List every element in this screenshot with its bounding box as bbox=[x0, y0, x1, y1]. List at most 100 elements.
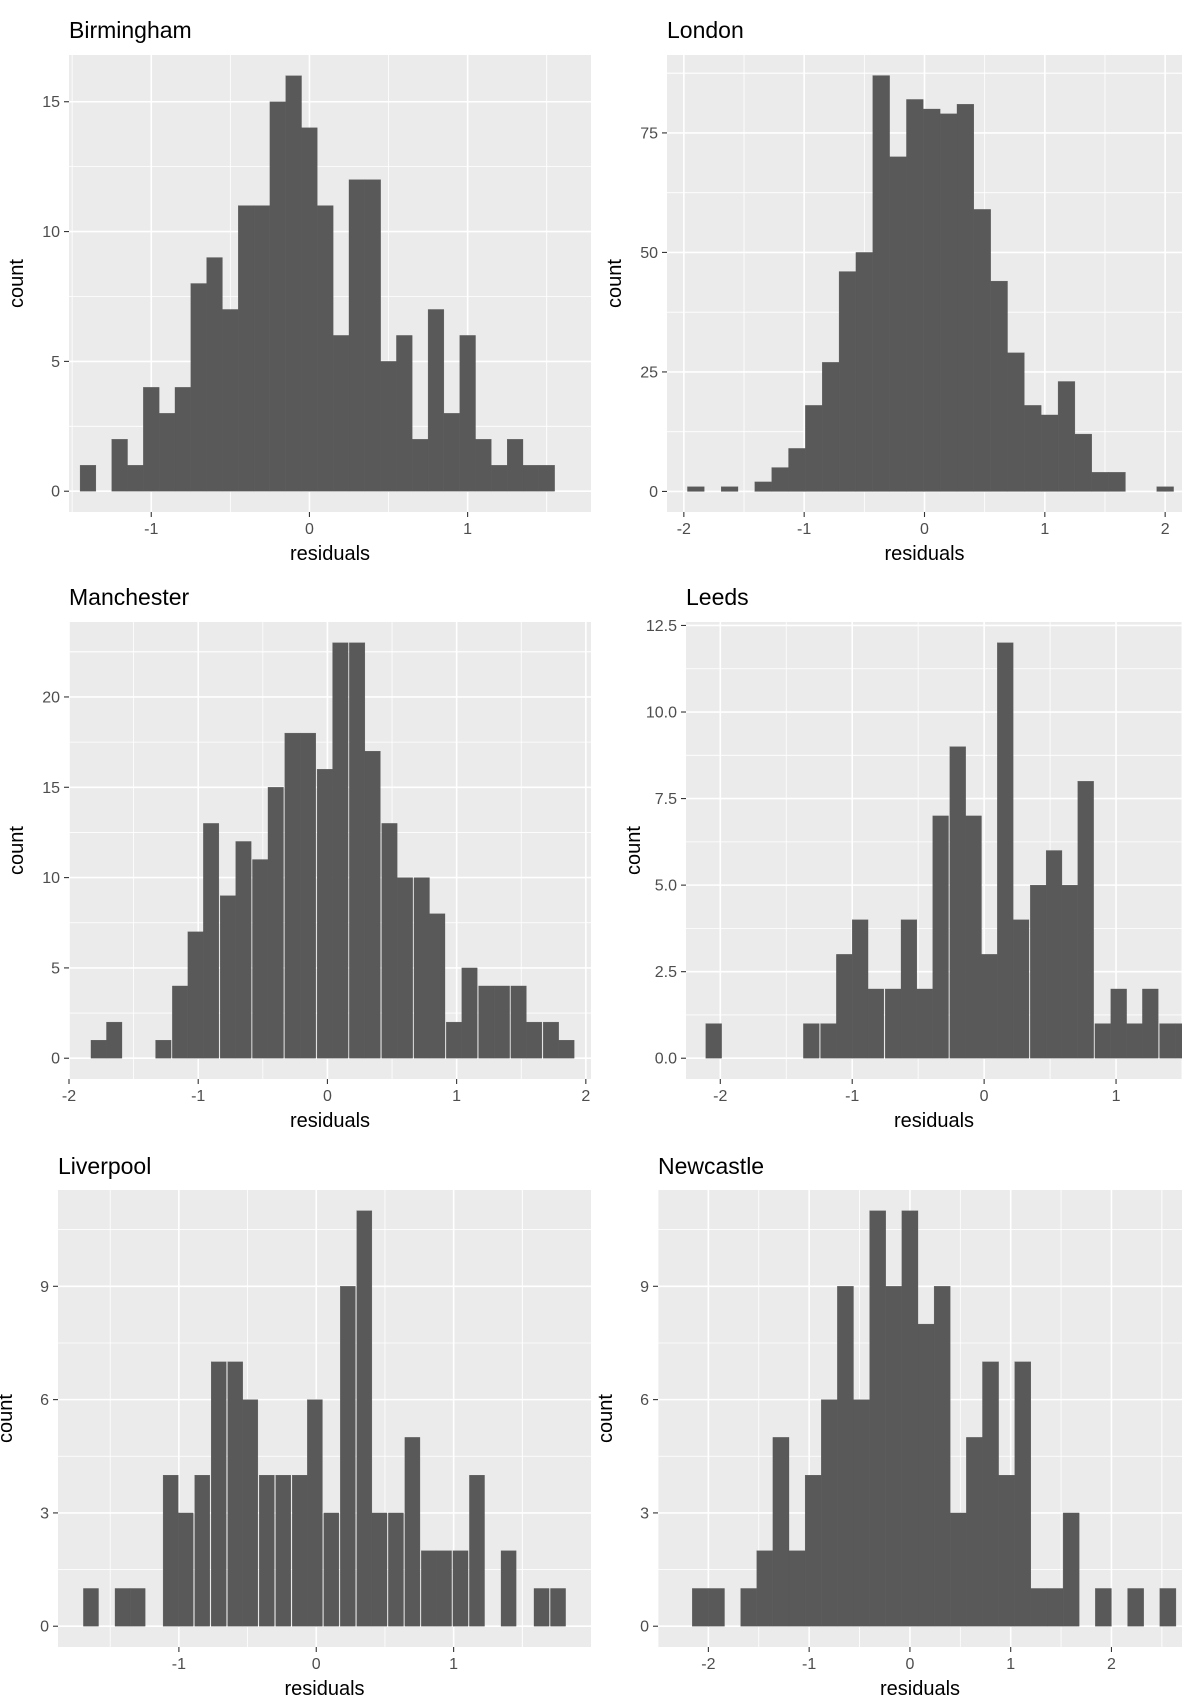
histogram-bar bbox=[159, 413, 176, 492]
histogram-bar bbox=[436, 1550, 452, 1627]
x-tick-label: -2 bbox=[62, 1088, 76, 1105]
histogram-bar bbox=[917, 1323, 935, 1627]
histogram-bar bbox=[973, 209, 991, 492]
histogram-bar bbox=[889, 156, 907, 492]
y-tick-label: 10 bbox=[42, 224, 60, 241]
histogram-bar bbox=[427, 309, 445, 492]
histogram-bar bbox=[364, 179, 381, 492]
histogram-bar bbox=[364, 751, 381, 1059]
y-tick-label: 50 bbox=[640, 245, 658, 262]
panel-title: Newcastle bbox=[658, 1153, 764, 1179]
histogram-bar bbox=[966, 1437, 983, 1627]
y-tick-label: 5 bbox=[51, 960, 60, 977]
x-tick-label: -1 bbox=[802, 1656, 816, 1673]
histogram-bar bbox=[997, 642, 1014, 1059]
histogram-bar bbox=[538, 465, 555, 492]
histogram-bar bbox=[155, 1040, 172, 1059]
histogram-bar bbox=[543, 1021, 559, 1059]
histogram-bar bbox=[190, 283, 207, 492]
histogram-bar bbox=[932, 815, 949, 1059]
histogram-bar bbox=[822, 362, 840, 492]
histogram-bar bbox=[461, 967, 478, 1059]
histogram-bar bbox=[259, 1475, 275, 1627]
x-tick-label: 1 bbox=[463, 521, 472, 538]
histogram-bar bbox=[1057, 381, 1076, 492]
panel-title: Birmingham bbox=[69, 17, 192, 43]
x-tick-label: -1 bbox=[172, 1656, 186, 1673]
x-tick-label: 1 bbox=[449, 1656, 458, 1673]
histogram-bar bbox=[1030, 884, 1047, 1059]
histogram-bar bbox=[162, 1475, 179, 1627]
histogram-bar bbox=[429, 913, 446, 1059]
y-tick-label: 20 bbox=[42, 689, 60, 706]
histogram-bar bbox=[1030, 1588, 1048, 1627]
histogram-bar bbox=[720, 486, 739, 492]
histogram-bar bbox=[388, 1512, 404, 1627]
x-tick-label: -2 bbox=[677, 521, 691, 538]
histogram-bar bbox=[235, 841, 252, 1059]
y-tick-label: 25 bbox=[640, 364, 658, 381]
histogram-bar bbox=[404, 1437, 421, 1627]
histogram-bar bbox=[111, 439, 128, 492]
x-axis-title: residuals bbox=[884, 543, 964, 565]
histogram-bar bbox=[1159, 1023, 1176, 1059]
histogram-bar bbox=[300, 732, 316, 1059]
histogram-bar bbox=[1061, 884, 1078, 1059]
y-tick-label: 0 bbox=[51, 1051, 60, 1068]
y-tick-label: 6 bbox=[40, 1392, 49, 1409]
y-axis-title: count bbox=[623, 826, 645, 875]
y-tick-label: 10 bbox=[42, 870, 60, 887]
histogram-bar bbox=[1142, 988, 1159, 1059]
histogram-bar bbox=[855, 252, 873, 492]
histogram-bar bbox=[452, 1550, 469, 1627]
histogram-bar bbox=[349, 642, 366, 1059]
histogram-bar bbox=[1127, 1588, 1144, 1627]
histogram-bar bbox=[317, 205, 334, 492]
x-tick-label: 1 bbox=[452, 1088, 461, 1105]
histogram-bar bbox=[1007, 352, 1025, 492]
histogram-bar bbox=[708, 1588, 725, 1627]
histogram-bar bbox=[950, 1512, 967, 1627]
y-tick-label: 0 bbox=[640, 1619, 649, 1636]
panel-manchester: 0 5 10 15 20 -2 -1 0 1 2 residuals count Manchester bbox=[6, 584, 591, 1132]
histogram-bar bbox=[381, 823, 398, 1059]
histogram-bar bbox=[174, 387, 191, 492]
histogram-bar bbox=[771, 467, 789, 492]
histogram-bar bbox=[804, 1475, 822, 1627]
histogram-bar bbox=[998, 1475, 1015, 1627]
histogram-bar bbox=[526, 1021, 543, 1059]
y-tick-label: 0.0 bbox=[655, 1051, 677, 1068]
histogram-bar bbox=[510, 985, 527, 1059]
y-axis-title: count bbox=[595, 1394, 617, 1443]
histogram-bar bbox=[900, 919, 918, 1059]
histogram-bar bbox=[939, 113, 958, 492]
histogram-bar bbox=[127, 465, 144, 492]
histogram-bar bbox=[222, 309, 239, 492]
histogram-bar bbox=[412, 439, 429, 492]
histogram-bar bbox=[821, 1399, 838, 1627]
histogram-bar bbox=[227, 1361, 243, 1627]
histogram-bar bbox=[90, 1040, 107, 1059]
y-tick-label: 3 bbox=[40, 1505, 49, 1522]
histogram-bar bbox=[872, 75, 890, 492]
histogram-bar bbox=[206, 257, 223, 492]
histogram-bar bbox=[956, 104, 974, 492]
histogram-bar bbox=[1074, 433, 1092, 492]
histogram-bar bbox=[687, 486, 705, 492]
panel-title: Leeds bbox=[686, 584, 749, 610]
y-tick-label: 2.5 bbox=[655, 964, 677, 981]
x-axis-title: residuals bbox=[880, 1678, 960, 1700]
histogram-bar bbox=[275, 1475, 291, 1627]
histogram-bar bbox=[933, 1286, 951, 1627]
x-tick-label: -1 bbox=[797, 521, 811, 538]
histogram-bar bbox=[203, 823, 220, 1059]
histogram-bar bbox=[838, 271, 857, 492]
x-tick-label: 0 bbox=[980, 1088, 989, 1105]
y-axis-title: count bbox=[6, 826, 28, 875]
histogram-bar bbox=[194, 1475, 210, 1627]
histogram-bar bbox=[475, 439, 492, 492]
histogram-bar bbox=[837, 1286, 854, 1627]
x-tick-label: 0 bbox=[323, 1088, 332, 1105]
histogram-bar bbox=[380, 361, 397, 492]
